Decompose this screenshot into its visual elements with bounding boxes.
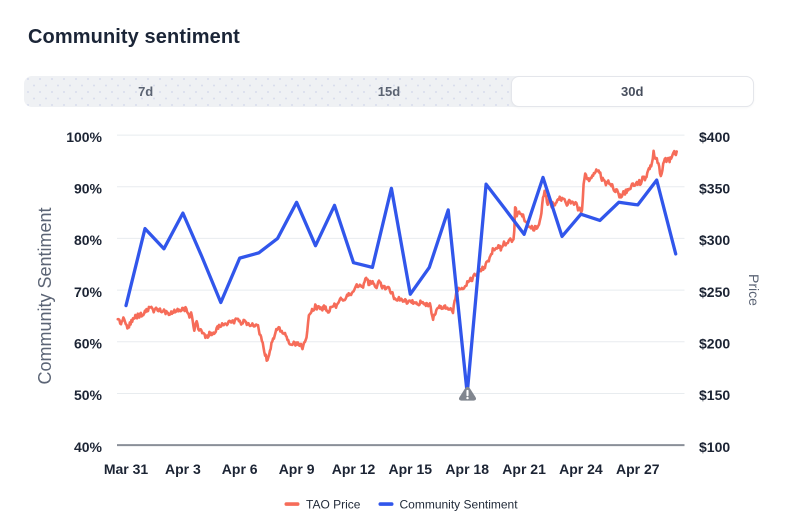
svg-text:Apr 6: Apr 6 (222, 461, 258, 477)
svg-text:Apr 27: Apr 27 (616, 461, 660, 477)
svg-text:$250: $250 (699, 284, 730, 300)
svg-text:100%: 100% (66, 129, 102, 145)
svg-text:$350: $350 (699, 181, 730, 197)
svg-text:Apr 9: Apr 9 (279, 461, 315, 477)
svg-text:Apr 12: Apr 12 (332, 461, 376, 477)
svg-text:$100: $100 (699, 439, 730, 455)
svg-text:Community Sentiment: Community Sentiment (400, 498, 519, 512)
svg-text:Price: Price (746, 274, 762, 306)
svg-text:Apr 21: Apr 21 (502, 461, 546, 477)
svg-text:Apr 3: Apr 3 (165, 461, 201, 477)
svg-text:60%: 60% (74, 336, 103, 352)
svg-text:Apr 15: Apr 15 (389, 461, 433, 477)
svg-text:$300: $300 (699, 232, 730, 248)
svg-text:40%: 40% (74, 439, 103, 455)
svg-text:TAO Price: TAO Price (306, 498, 361, 512)
svg-text:Apr 18: Apr 18 (445, 461, 489, 477)
svg-text:$200: $200 (699, 336, 730, 352)
svg-text:Apr 24: Apr 24 (559, 461, 603, 477)
svg-text:$400: $400 (699, 129, 730, 145)
svg-text:Mar 31: Mar 31 (104, 461, 149, 477)
svg-text:70%: 70% (74, 284, 103, 300)
svg-text:90%: 90% (74, 181, 103, 197)
svg-text:50%: 50% (74, 387, 103, 403)
svg-text:$150: $150 (699, 387, 730, 403)
svg-text:80%: 80% (74, 232, 103, 248)
svg-text:Community Sentiment: Community Sentiment (35, 207, 55, 384)
